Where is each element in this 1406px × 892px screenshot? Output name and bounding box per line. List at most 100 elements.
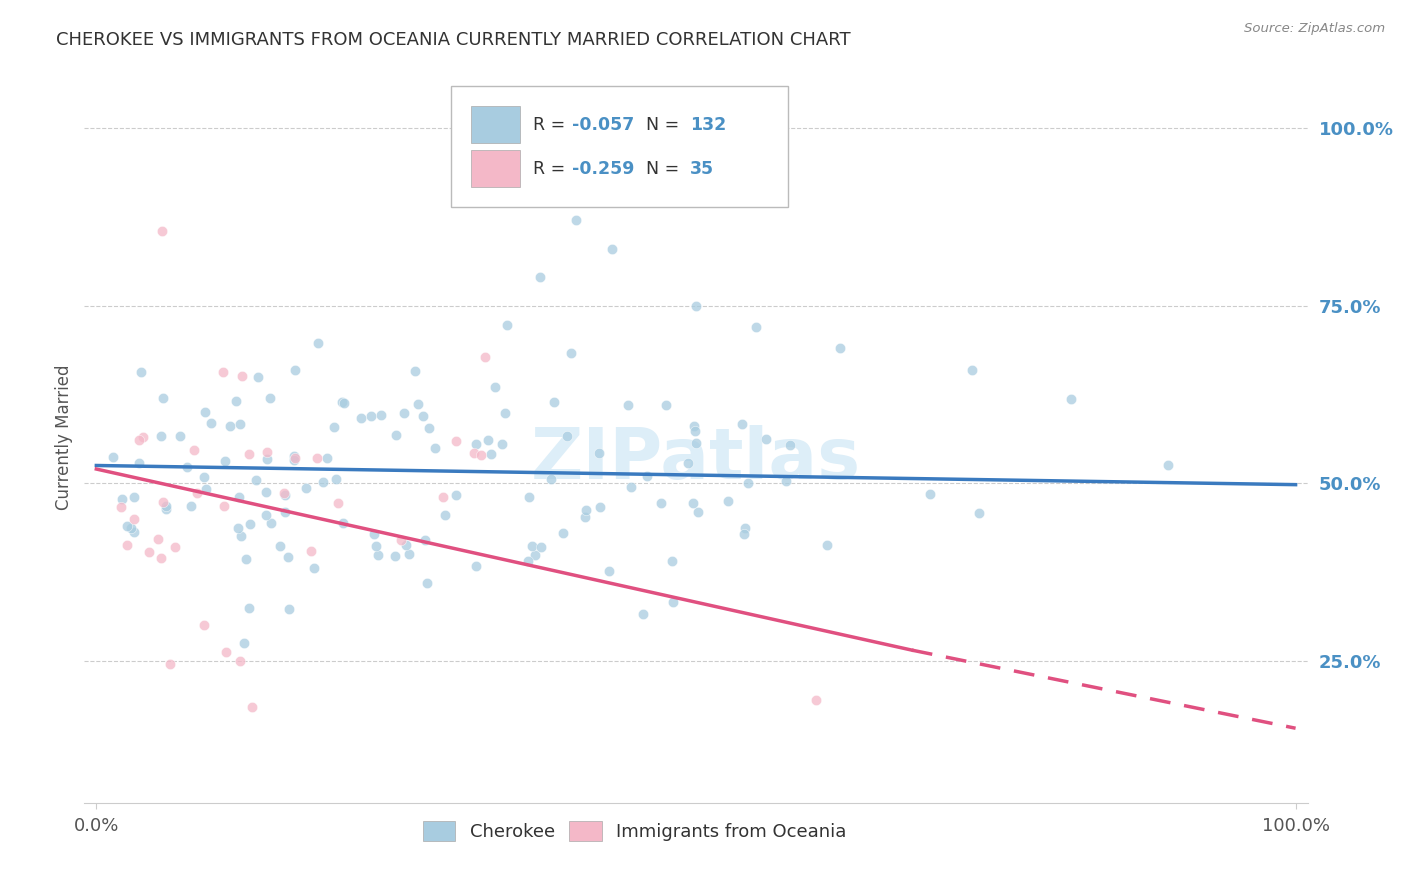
Point [529,270,551,285]
Text: ZIPatlas: ZIPatlas [531,425,860,493]
Point [523,549,546,563]
Point [384,549,406,564]
Point [159,657,181,672]
Point [138,545,160,559]
Point [350,410,373,425]
Point [111,491,134,506]
Point [683,418,706,433]
Point [231,369,253,384]
Point [364,539,387,553]
Point [682,496,704,510]
Legend: Cherokee, Immigrants from Oceania: Cherokee, Immigrants from Oceania [416,814,853,848]
Point [517,491,540,505]
Point [256,444,278,458]
Point [360,409,382,423]
Point [212,365,235,379]
Point [122,490,145,504]
Point [152,494,174,508]
Point [688,505,710,519]
Point [520,539,543,553]
Text: CHEROKEE VS IMMIGRANTS FROM OCEANIA CURRENTLY MARRIED CORRELATION CHART: CHEROKEE VS IMMIGRANTS FROM OCEANIA CURR… [56,31,851,49]
Text: Source: ZipAtlas.com: Source: ZipAtlas.com [1244,22,1385,36]
Point [132,430,155,444]
Point [574,510,596,524]
Point [444,434,467,448]
Point [432,490,454,504]
Point [176,460,198,475]
Point [284,363,307,377]
Point [423,441,446,455]
Point [315,451,337,466]
Point [1156,458,1178,472]
Point [235,551,257,566]
Point [150,224,173,238]
Point [685,436,707,450]
Point [470,449,492,463]
Point [655,398,678,412]
Point [574,503,596,517]
Point [229,654,252,668]
Point [385,428,408,442]
Text: 35: 35 [690,160,714,178]
Point [128,457,150,471]
Point [662,595,685,609]
Point [128,433,150,447]
Point [598,564,620,578]
Point [463,445,485,459]
Point [755,432,778,446]
Point [254,485,277,500]
Point [370,408,392,422]
Point [678,456,700,470]
Point [183,442,205,457]
Point [661,554,683,568]
Point [326,496,349,510]
Point [404,364,426,378]
Point [745,320,768,334]
Point [588,446,610,460]
Point [600,242,623,256]
Point [444,488,467,502]
Point [163,541,186,555]
Point [305,450,328,465]
Point [228,491,250,505]
Point [416,576,439,591]
Point [474,351,496,365]
Point [717,494,740,508]
Point [685,299,707,313]
Point [238,446,260,460]
Point [731,417,754,431]
Point [260,516,283,531]
Point [256,452,278,467]
Point [214,454,236,468]
Point [232,636,254,650]
Point [389,533,412,547]
Point [363,527,385,541]
Point [150,551,173,566]
Point [543,395,565,409]
Text: R =: R = [533,160,571,178]
Point [254,508,277,522]
Point [406,397,429,411]
Point [246,370,269,384]
Point [484,380,506,394]
Point [218,418,240,433]
Point [148,533,170,547]
Point [193,470,215,484]
Point [238,601,260,615]
Point [479,447,502,461]
Text: N =: N = [645,160,685,178]
Point [152,391,174,405]
Point [226,521,249,535]
Point [540,472,562,486]
Point [530,540,553,554]
Point [330,395,353,409]
Point [194,405,217,419]
Point [299,544,322,558]
Point [828,341,851,355]
Point [918,487,941,501]
Point [155,502,177,516]
Point [245,473,267,487]
Point [229,417,252,431]
FancyBboxPatch shape [471,151,520,187]
Point [115,538,138,552]
